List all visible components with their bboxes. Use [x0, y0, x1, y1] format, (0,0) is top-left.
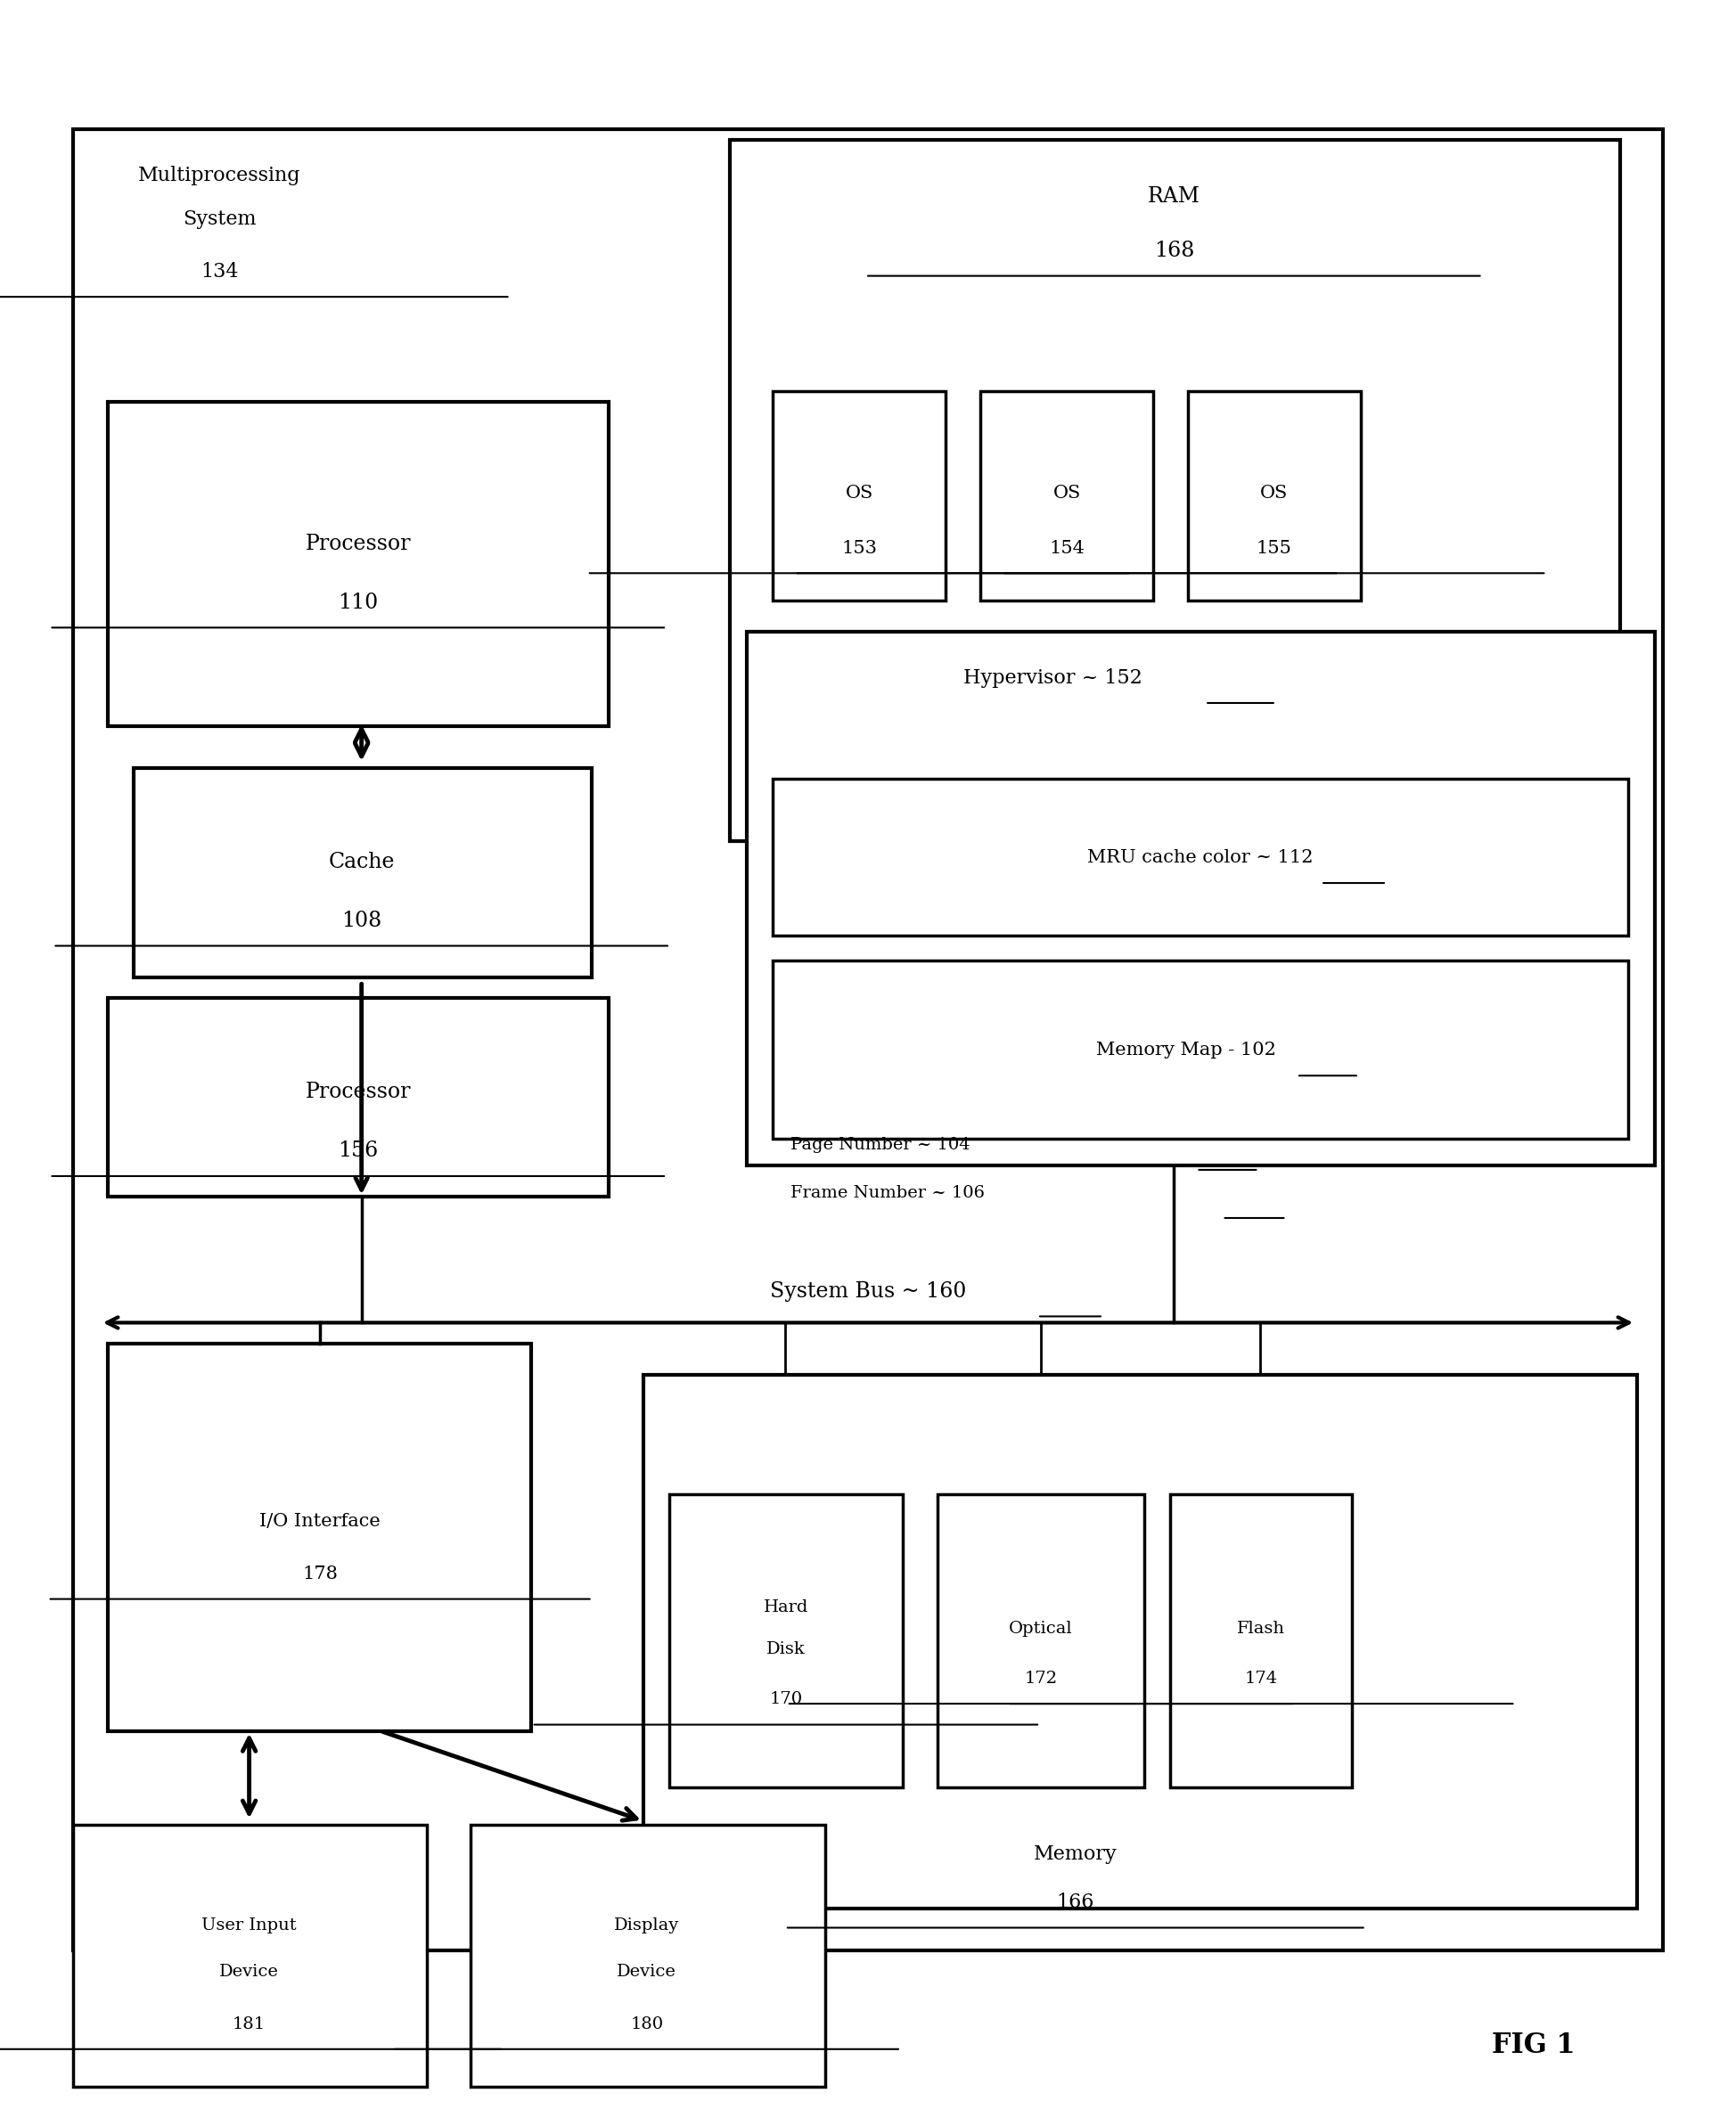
FancyBboxPatch shape: [773, 391, 946, 601]
Text: 174: 174: [1245, 1670, 1278, 1687]
Text: 178: 178: [302, 1565, 339, 1582]
Text: Flash: Flash: [1238, 1620, 1285, 1637]
Text: Hard: Hard: [764, 1599, 809, 1616]
Text: Memory Map - 102: Memory Map - 102: [1095, 1042, 1276, 1059]
Text: System: System: [182, 210, 257, 229]
FancyBboxPatch shape: [644, 1374, 1637, 1910]
FancyBboxPatch shape: [729, 141, 1620, 840]
Text: 156: 156: [339, 1141, 378, 1162]
FancyBboxPatch shape: [73, 1826, 427, 2086]
Text: System Bus ~ 160: System Bus ~ 160: [769, 1282, 967, 1301]
Text: User Input: User Input: [201, 1918, 297, 1933]
FancyBboxPatch shape: [937, 1494, 1144, 1788]
FancyBboxPatch shape: [746, 632, 1654, 1166]
Text: 134: 134: [201, 263, 240, 282]
Text: Multiprocessing: Multiprocessing: [139, 166, 300, 185]
Text: 108: 108: [342, 910, 382, 931]
Text: Processor: Processor: [306, 534, 411, 555]
FancyBboxPatch shape: [73, 130, 1663, 1950]
Text: MRU cache color ~ 112: MRU cache color ~ 112: [1087, 849, 1312, 866]
Text: Device: Device: [616, 1964, 677, 1979]
Text: Cache: Cache: [328, 851, 394, 872]
Text: 181: 181: [233, 2017, 266, 2032]
Text: Optical: Optical: [1009, 1620, 1073, 1637]
FancyBboxPatch shape: [1187, 391, 1361, 601]
Text: 166: 166: [1057, 1893, 1094, 1912]
FancyBboxPatch shape: [773, 960, 1628, 1139]
Text: Device: Device: [219, 1964, 279, 1979]
FancyBboxPatch shape: [981, 391, 1153, 601]
Text: 172: 172: [1024, 1670, 1057, 1687]
Text: FIG 1: FIG 1: [1491, 2032, 1575, 2059]
Text: 153: 153: [842, 540, 877, 557]
FancyBboxPatch shape: [773, 777, 1628, 935]
Text: Hypervisor ~ 152: Hypervisor ~ 152: [963, 668, 1142, 687]
Text: 168: 168: [1154, 240, 1194, 261]
FancyBboxPatch shape: [108, 401, 609, 727]
Text: Processor: Processor: [306, 1082, 411, 1103]
Text: Frame Number ~ 106: Frame Number ~ 106: [790, 1185, 984, 1202]
FancyBboxPatch shape: [108, 998, 609, 1198]
FancyBboxPatch shape: [470, 1826, 825, 2086]
Text: 170: 170: [769, 1691, 802, 1708]
Text: OS: OS: [1052, 485, 1082, 502]
Text: Disk: Disk: [766, 1641, 806, 1658]
Text: 154: 154: [1049, 540, 1085, 557]
FancyBboxPatch shape: [668, 1494, 903, 1788]
Text: 110: 110: [339, 592, 378, 613]
Text: RAM: RAM: [1147, 187, 1200, 206]
Text: 180: 180: [630, 2017, 663, 2032]
Text: OS: OS: [1260, 485, 1288, 502]
FancyBboxPatch shape: [134, 767, 592, 977]
FancyBboxPatch shape: [108, 1345, 531, 1731]
Text: OS: OS: [845, 485, 873, 502]
Text: Page Number ~ 104: Page Number ~ 104: [790, 1137, 970, 1153]
Text: I/O Interface: I/O Interface: [260, 1513, 380, 1530]
Text: Display: Display: [615, 1918, 679, 1933]
Text: Memory: Memory: [1033, 1845, 1118, 1864]
FancyBboxPatch shape: [1170, 1494, 1352, 1788]
Text: 155: 155: [1257, 540, 1292, 557]
